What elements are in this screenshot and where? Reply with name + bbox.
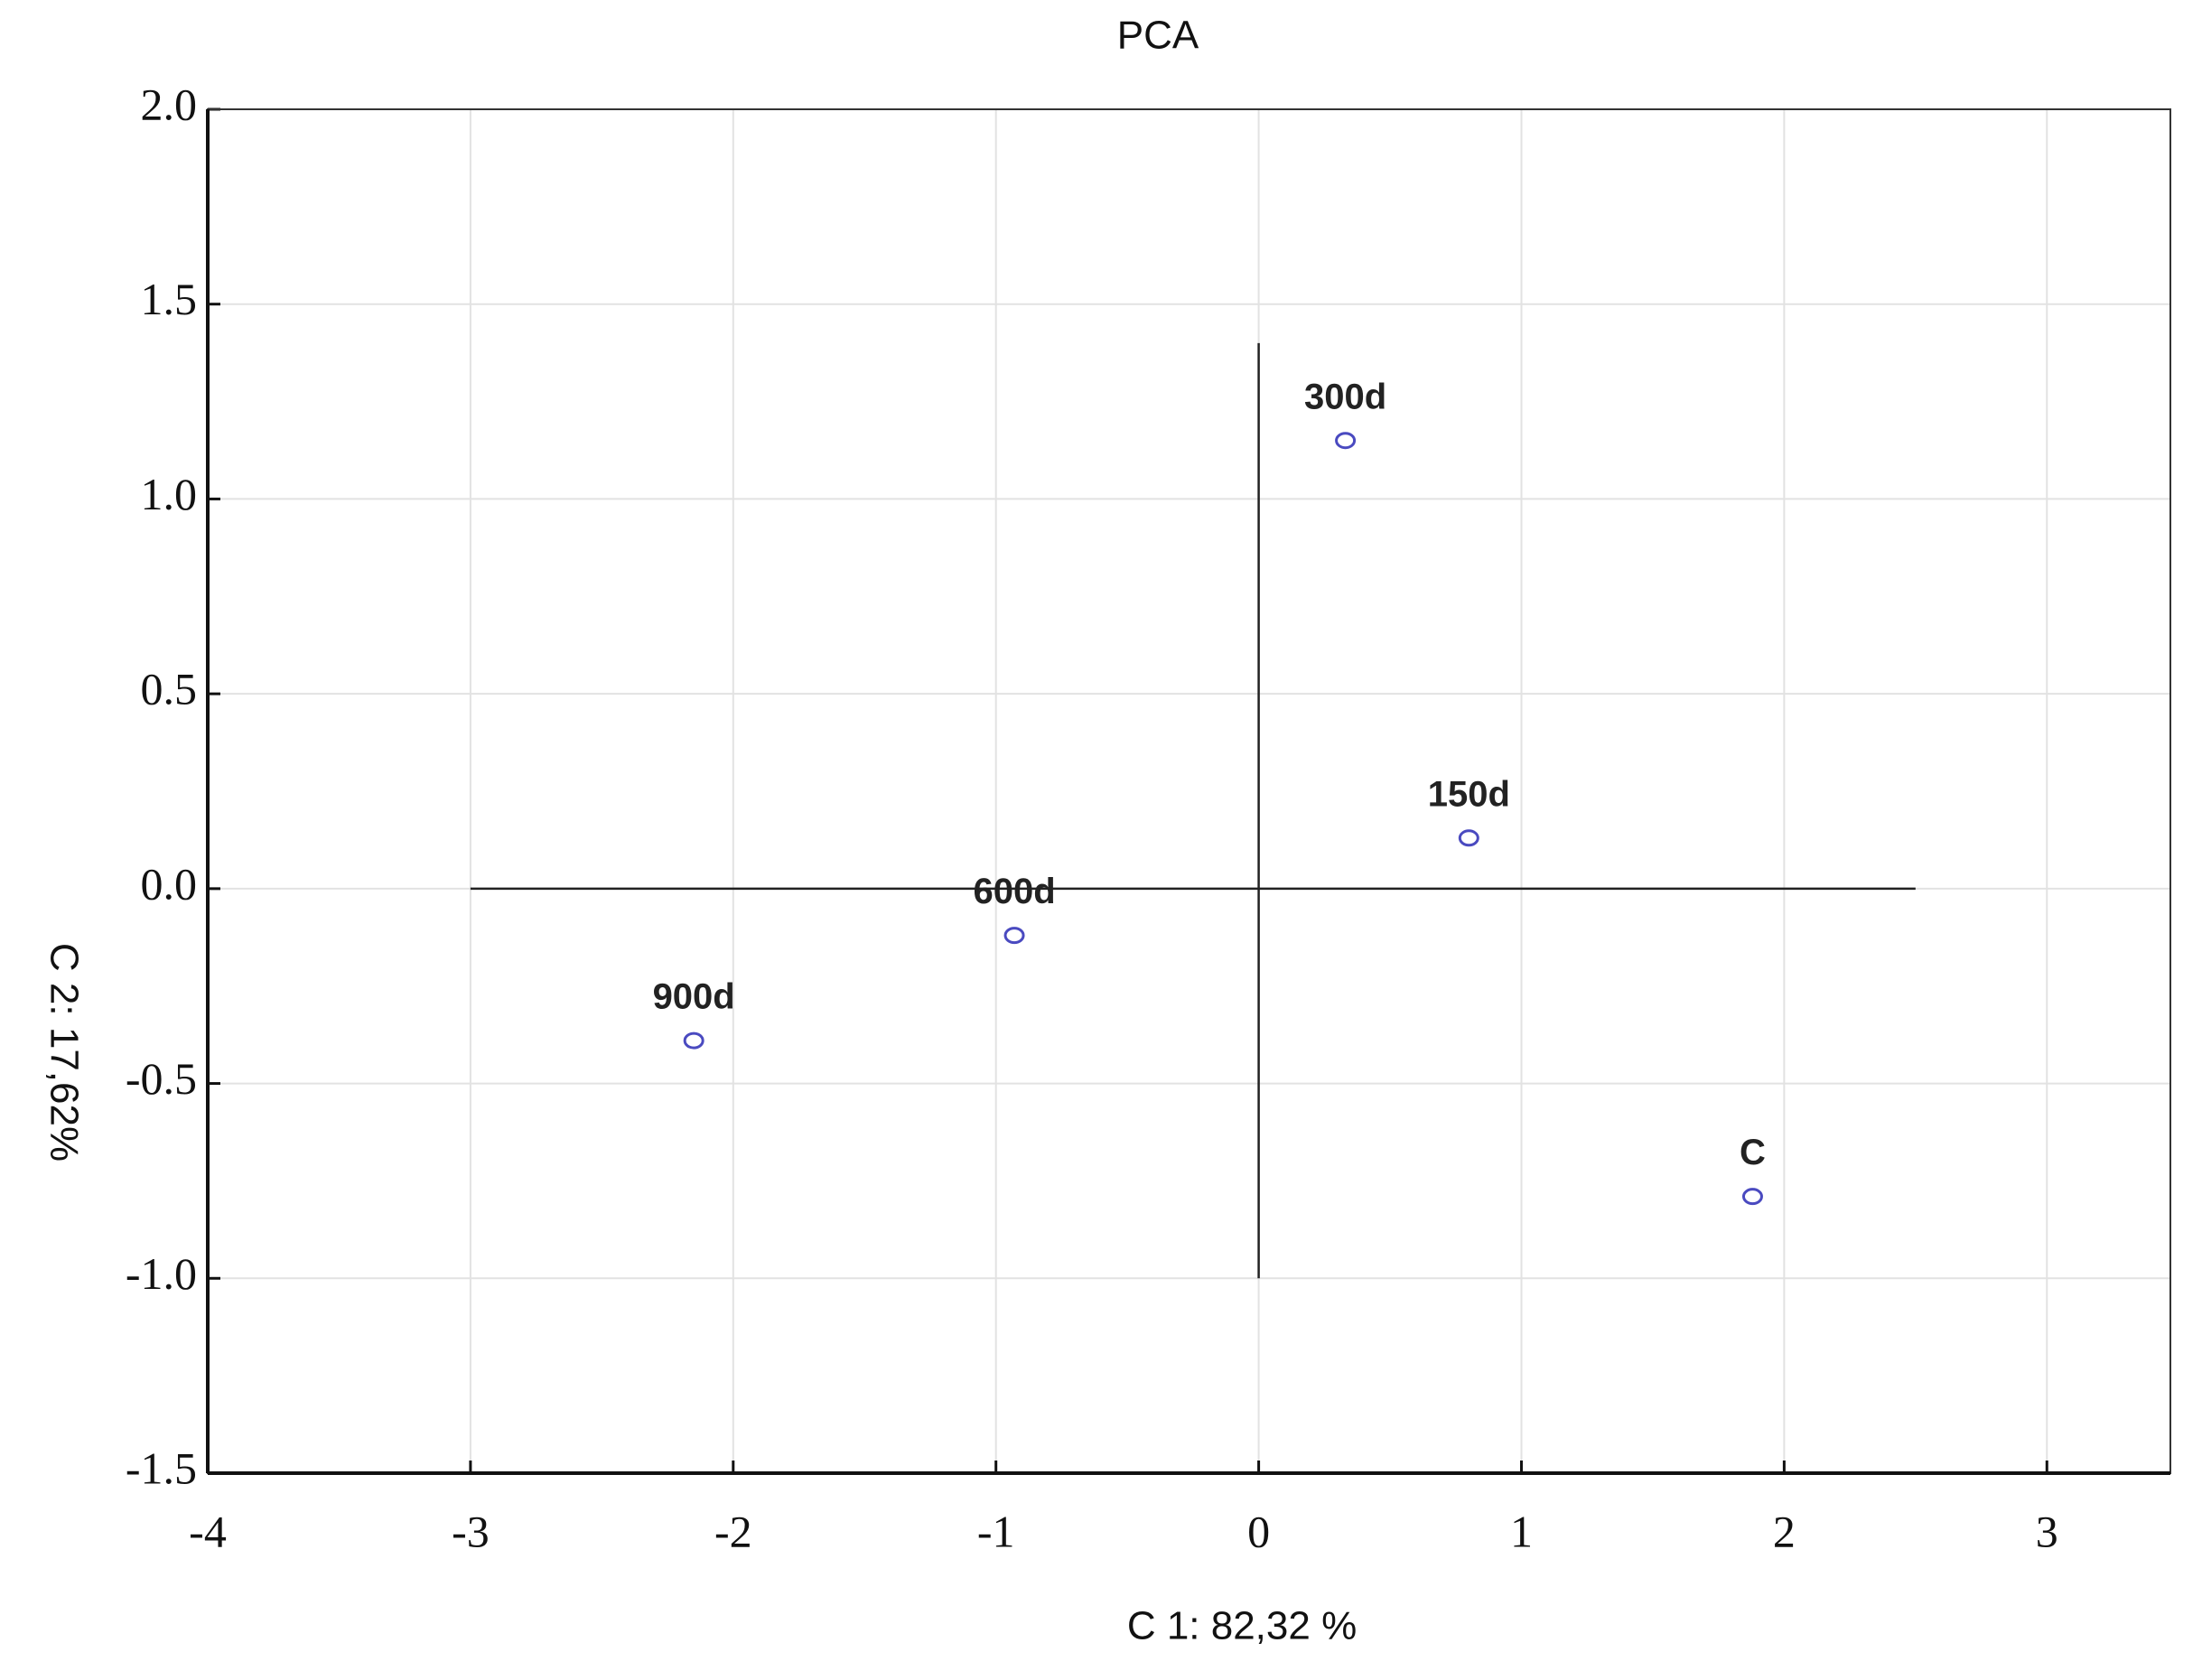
point — [1741, 1188, 1763, 1206]
y-axis-label: C 2: 17,62% — [42, 943, 86, 1162]
x-tick-label: 1 — [1510, 1506, 1533, 1556]
point-label: 900d — [653, 977, 735, 1017]
x-tick-label: -2 — [714, 1506, 752, 1556]
x-tick-label: -3 — [452, 1506, 490, 1556]
x-tick-label: -4 — [189, 1506, 227, 1556]
point-label: 600d — [973, 872, 1055, 911]
point — [1003, 927, 1025, 945]
x-tick-label: 3 — [2036, 1506, 2058, 1556]
y-tick-label: 0.5 — [141, 664, 198, 714]
y-tick-label: 0.0 — [141, 858, 198, 909]
y-tick-label: 1.5 — [141, 274, 198, 324]
y-tick-label: -1.0 — [126, 1248, 197, 1299]
y-tick-label: 1.0 — [141, 469, 198, 519]
point-label: C — [1740, 1133, 1766, 1172]
x-tick-label: 0 — [1247, 1506, 1270, 1556]
plot-frame — [207, 108, 2171, 1474]
x-tick-label: -1 — [977, 1506, 1015, 1556]
x-axis-label: C 1: 82,32 % — [1127, 1604, 1357, 1648]
x-tick-label: 2 — [1773, 1506, 1796, 1556]
point-label: 150d — [1428, 774, 1510, 814]
point-label: 300d — [1304, 377, 1386, 416]
chart-title: PCA — [1117, 14, 1199, 58]
y-tick-label: -0.5 — [126, 1053, 197, 1104]
point — [1335, 432, 1357, 450]
y-tick-label: -1.5 — [126, 1442, 197, 1493]
y-tick-label: 2.0 — [141, 79, 198, 129]
point — [683, 1031, 704, 1050]
point — [1458, 829, 1479, 847]
